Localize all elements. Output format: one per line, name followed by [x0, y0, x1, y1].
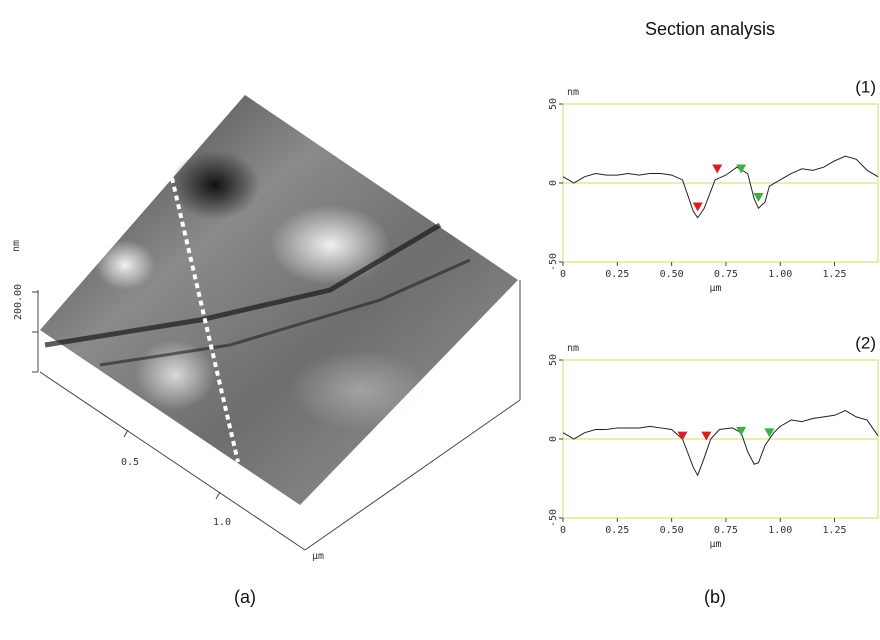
y-tick-label: 0 — [548, 180, 559, 186]
cursor-marker — [736, 426, 747, 436]
surface-render — [40, 95, 518, 505]
y-axis-label: nm — [567, 87, 579, 98]
x-tick-label: 1.25 — [823, 525, 847, 536]
y-tick-label: 0 — [548, 436, 559, 442]
x-tick-label: 1.00 — [768, 269, 792, 280]
cursor-marker — [712, 164, 723, 174]
cursor-marker — [753, 192, 764, 202]
panel-label: (b) — [704, 587, 726, 607]
panel-number: (1) — [855, 77, 876, 96]
cursor-marker — [692, 202, 703, 212]
surface-axes — [32, 280, 521, 551]
y-tick-label: 50 — [548, 354, 559, 366]
x-tick-label: 0.75 — [714, 269, 738, 280]
cursor-marker — [677, 431, 688, 441]
panel-label: (a) — [234, 587, 256, 607]
x-axis-label: µm — [709, 539, 721, 550]
z-tick-label: 200.00 — [13, 284, 24, 320]
y-axis-label: nm — [567, 343, 579, 354]
x-tick-label: 0.25 — [605, 269, 629, 280]
x-axis-label: µm — [709, 283, 721, 294]
y-tick-label: 50 — [548, 98, 559, 110]
y-tick-label: -50 — [548, 253, 559, 271]
cursor-marker — [764, 428, 775, 438]
figure-title: Section analysis — [645, 19, 775, 39]
cursor-marker — [736, 164, 747, 174]
profile-line — [562, 155, 879, 219]
x-tick-label: 0.75 — [714, 525, 738, 536]
y-tick-label: -50 — [548, 509, 559, 527]
profile-line — [562, 410, 879, 477]
z-axis-label: nm — [11, 240, 22, 252]
x-tick-label: 0 — [560, 269, 566, 280]
x-tick-label: 0 — [560, 525, 566, 536]
x-tick-label: 0.25 — [605, 525, 629, 536]
cursor-marker — [701, 431, 712, 441]
x-tick-label: 0.50 — [660, 269, 684, 280]
panel-number: (2) — [855, 333, 876, 352]
x-tick-label: 0.5 — [121, 457, 139, 468]
x-tick-label: 1.0 — [213, 517, 231, 528]
x-tick-label: 0.50 — [660, 525, 684, 536]
x-tick-label: 1.00 — [768, 525, 792, 536]
x-tick-label: 1.25 — [823, 269, 847, 280]
x-axis-label: µm — [312, 551, 324, 562]
